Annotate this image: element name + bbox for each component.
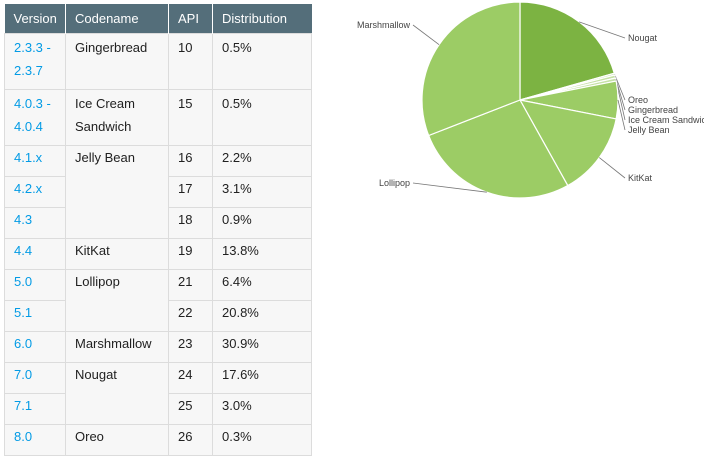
codename-cell: Ice Cream Sandwich — [65, 89, 169, 146]
codename-cell: Nougat — [65, 362, 169, 425]
pie-leader-line — [578, 21, 626, 39]
distribution-cell: 30.9% — [212, 331, 312, 363]
pie-leader-line — [599, 157, 626, 179]
distribution-cell: 0.9% — [212, 207, 312, 239]
table-row: 2.3.3 - 2.3.7 Gingerbread 10 0.5% — [4, 33, 312, 90]
header-version: Version — [4, 4, 66, 34]
pie-label: Jelly Bean — [628, 125, 670, 135]
distribution-cell: 2.2% — [212, 145, 312, 177]
api-cell: 15 — [168, 89, 213, 146]
api-cell: 24 — [168, 362, 213, 394]
version-link[interactable]: 7.0 — [4, 362, 66, 394]
version-link[interactable]: 5.1 — [4, 300, 66, 332]
version-link[interactable]: 6.0 — [4, 331, 66, 363]
codename-cell: Gingerbread — [65, 33, 169, 90]
api-cell: 17 — [168, 176, 213, 208]
header-codename: Codename — [65, 4, 169, 34]
table-header-row: Version Codename API Distribution — [4, 4, 312, 34]
version-link[interactable]: 4.2.x — [4, 176, 66, 208]
header-api: API — [168, 4, 213, 34]
pie-label: Marshmallow — [357, 20, 411, 30]
version-link[interactable]: 4.3 — [4, 207, 66, 239]
api-cell: 18 — [168, 207, 213, 239]
version-link[interactable]: 7.1 — [4, 393, 66, 425]
codename-cell: Jelly Bean — [65, 145, 169, 239]
pie-label: Oreo — [628, 95, 648, 105]
table-row: 7.1 25 3.0% — [4, 393, 312, 425]
table-row: 4.0.3 - 4.0.4 Ice Cream Sandwich 15 0.5% — [4, 89, 312, 146]
distribution-cell: 3.0% — [212, 393, 312, 425]
table-row: 4.3 18 0.9% — [4, 207, 312, 239]
distribution-cell: 3.1% — [212, 176, 312, 208]
distribution-cell: 13.8% — [212, 238, 312, 270]
pie-label: Gingerbread — [628, 105, 678, 115]
version-link[interactable]: 8.0 — [4, 424, 66, 456]
codename-cell: Marshmallow — [65, 331, 169, 363]
pie-label: KitKat — [628, 173, 653, 183]
distribution-cell: 0.3% — [212, 424, 312, 456]
table-row: 5.0 Lollipop 21 6.4% — [4, 269, 312, 332]
distribution-table: Version Codename API Distribution 2.3.3 … — [4, 4, 312, 456]
codename-cell: Lollipop — [65, 269, 169, 332]
version-link[interactable]: 2.3.3 - 2.3.7 — [4, 33, 66, 90]
pie-label: Nougat — [628, 33, 658, 43]
api-cell: 10 — [168, 33, 213, 90]
header-distribution: Distribution — [212, 4, 312, 34]
pie-leader-line — [617, 99, 626, 131]
api-cell: 19 — [168, 238, 213, 270]
api-cell: 22 — [168, 300, 213, 332]
pie-slice-lollipop — [427, 99, 569, 199]
codename-cell: Oreo — [65, 424, 169, 456]
table-row: 7.0 Nougat 24 17.6% — [4, 362, 312, 425]
pie-leader-line — [412, 182, 487, 193]
distribution-cell: 6.4% — [212, 269, 312, 301]
api-cell: 26 — [168, 424, 213, 456]
pie-label: Ice Cream Sandwich — [628, 115, 704, 125]
pie-slice-kitkat — [518, 99, 617, 187]
table-row: 6.0 Marshmallow 23 30.9% — [4, 331, 312, 363]
distribution-cell: 17.6% — [212, 362, 312, 394]
table-row: 5.1 22 20.8% — [4, 300, 312, 332]
distribution-cell: 0.5% — [212, 33, 312, 90]
table-row: 4.4 KitKat 19 13.8% — [4, 238, 312, 270]
distribution-cell: 0.5% — [212, 89, 312, 146]
table-row: 8.0 Oreo 26 0.3% — [4, 424, 312, 456]
codename-cell: KitKat — [65, 238, 169, 270]
pie-leader-line — [614, 73, 626, 101]
table-row: 4.2.x 17 3.1% — [4, 176, 312, 208]
version-link[interactable]: 4.4 — [4, 238, 66, 270]
version-link[interactable]: 4.1.x — [4, 145, 66, 177]
api-cell: 16 — [168, 145, 213, 177]
table-row: 4.1.x Jelly Bean 16 2.2% — [4, 145, 312, 239]
api-cell: 25 — [168, 393, 213, 425]
version-link[interactable]: 5.0 — [4, 269, 66, 301]
pie-label: Lollipop — [379, 178, 410, 188]
version-link[interactable]: 4.0.3 - 4.0.4 — [4, 89, 66, 146]
api-cell: 23 — [168, 331, 213, 363]
api-cell: 21 — [168, 269, 213, 301]
distribution-cell: 20.8% — [212, 300, 312, 332]
pie-leader-line — [412, 24, 440, 45]
